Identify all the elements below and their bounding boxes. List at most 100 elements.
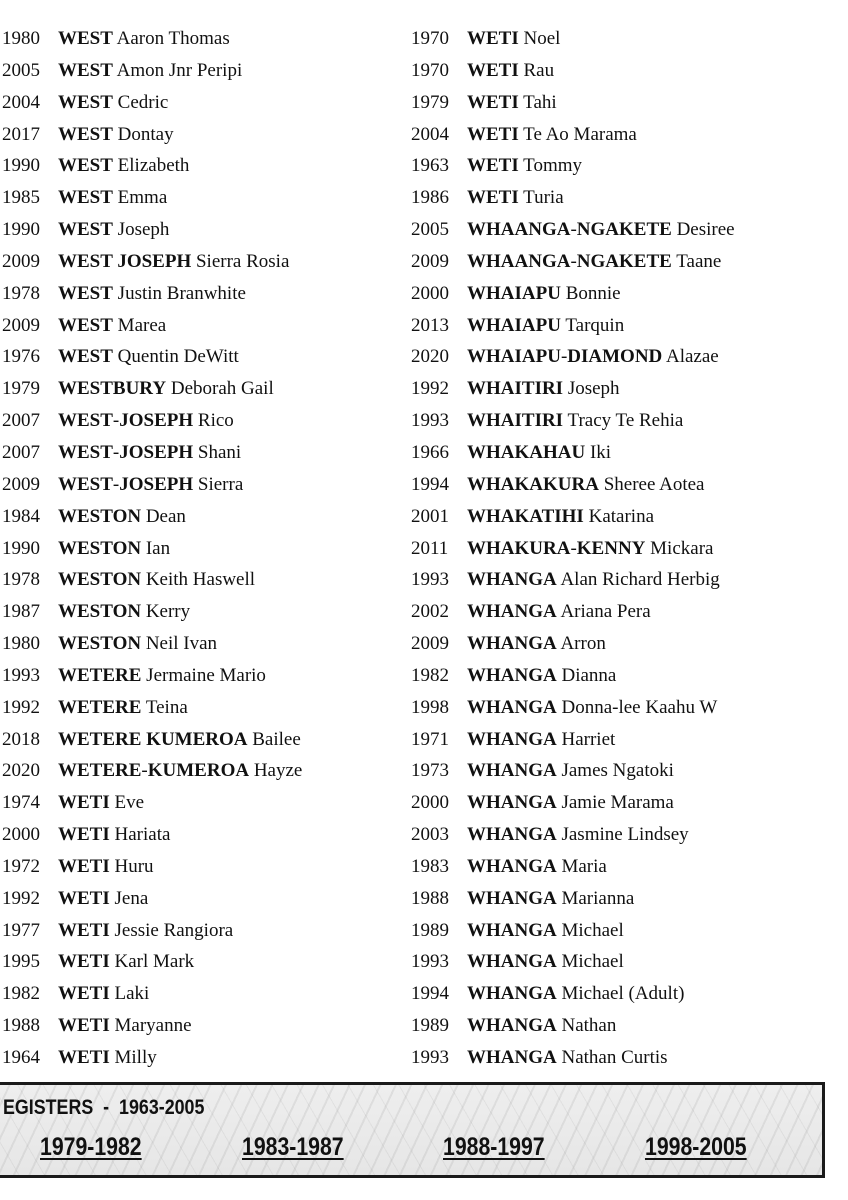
entry-surname: WHANGA xyxy=(467,887,557,909)
entry-year: 2011 xyxy=(411,537,449,559)
entry-name: WETERE-KUMEROA Hayze xyxy=(58,757,302,785)
entry-year: 1966 xyxy=(411,441,449,463)
entry-given-names: Katarina xyxy=(588,505,654,527)
entry-given-names: Iki xyxy=(589,441,612,463)
entry-surname: WHAITIRI xyxy=(467,378,564,400)
entry-surname: WHANGA xyxy=(467,919,557,941)
entry-year: 2005 xyxy=(2,59,40,81)
entry-name: WHAANGA-NGAKETE Desiree xyxy=(467,216,735,244)
entry-year: 1964 xyxy=(2,1047,40,1068)
entry-given-names: Sierra Rosia xyxy=(195,250,290,272)
entry-year: 1978 xyxy=(2,282,40,304)
entry-year: 1970 xyxy=(411,28,449,49)
entry-surname: WETI xyxy=(58,887,110,909)
entry-name: WHANGA Nathan Curtis xyxy=(467,1044,668,1072)
entry-name: WEST Dontay xyxy=(58,121,174,149)
entry-surname: WHANGA xyxy=(467,760,557,782)
entry-given-names: Noel xyxy=(523,28,561,49)
entry-surname: WHANGA xyxy=(467,664,557,686)
entry-given-names: Karl Mark xyxy=(114,951,195,973)
entry-name: WETI Eve xyxy=(58,789,144,817)
entry-surname: WHAIAPU xyxy=(467,282,561,304)
entry-name: WETI Huru xyxy=(58,853,154,881)
register-link-1988-1997[interactable]: 1988-1997 xyxy=(443,1133,545,1161)
entry-surname: WHAANGA-NGAKETE xyxy=(467,219,672,241)
entry-name: WETI Maryanne xyxy=(58,1012,192,1040)
entry-surname: WHANGA xyxy=(467,983,557,1005)
entry-surname: WETI xyxy=(467,59,519,81)
entry-year: 1972 xyxy=(2,855,40,877)
entry-name: WEST Justin Branwhite xyxy=(58,280,246,308)
entry-given-names: Jamie Marama xyxy=(561,792,674,814)
entry-year: 2009 xyxy=(2,314,40,336)
entry-given-names: Huru xyxy=(114,855,154,877)
entry-year: 1973 xyxy=(411,760,449,782)
entry-surname: WHANGA xyxy=(467,855,557,877)
entry-name: WHANGA Marianna xyxy=(467,885,634,913)
entry-name: WETI Te Ao Marama xyxy=(467,121,637,149)
entry-year: 2001 xyxy=(411,505,449,527)
entry-surname: WESTBURY xyxy=(58,378,167,400)
entry-name: WETI Rau xyxy=(467,57,554,85)
entry-given-names: Jena xyxy=(114,887,149,909)
entry-name: WESTON Neil Ivan xyxy=(58,630,217,658)
entry-name: WETERE Teina xyxy=(58,694,188,722)
entry-name: WHANGA Michael xyxy=(467,948,624,976)
entry-year: 2000 xyxy=(411,282,449,304)
entry-year: 1976 xyxy=(2,346,40,368)
entry-year: 2000 xyxy=(411,792,449,814)
entry-surname: WETI xyxy=(58,1015,110,1037)
entry-name: WHAIAPU Bonnie xyxy=(467,280,621,308)
entry-year: 1994 xyxy=(411,983,449,1005)
entry-year: 1995 xyxy=(2,951,40,973)
entry-name: WHANGA Alan Richard Herbig xyxy=(467,566,720,594)
entry-year: 1987 xyxy=(2,601,40,623)
entry-given-names: Marea xyxy=(117,314,167,336)
entry-name: WHANGA Ariana Pera xyxy=(467,598,651,626)
entry-name: WETI Tommy xyxy=(467,152,582,180)
entry-surname: WETI xyxy=(58,855,110,877)
entry-name: WETERE Jermaine Mario xyxy=(58,662,266,690)
entry-name: WETI Laki xyxy=(58,980,149,1008)
entry-surname: WHAIAPU xyxy=(467,314,561,336)
entry-name: WHANGA Harriet xyxy=(467,726,615,754)
entry-year: 2020 xyxy=(2,760,40,782)
entry-year: 1985 xyxy=(2,187,40,209)
entry-year: 1974 xyxy=(2,792,40,814)
entry-given-names: Rico xyxy=(197,410,234,432)
entry-given-names: Michael (Adult) xyxy=(561,983,685,1005)
entry-year: 1983 xyxy=(411,855,449,877)
entry-surname: WHAITIRI xyxy=(467,410,564,432)
entry-surname: WEST-JOSEPH xyxy=(58,441,194,463)
entry-surname: WEST xyxy=(58,282,113,304)
entry-name: WHANGA Dianna xyxy=(467,662,616,690)
entry-surname: WHAKATIHI xyxy=(467,505,584,527)
entry-surname: WEST-JOSEPH xyxy=(58,410,194,432)
entry-given-names: Joseph xyxy=(567,378,620,400)
entry-surname: WEST xyxy=(58,314,113,336)
entry-name: WHAIAPU-DIAMOND Alazae xyxy=(467,343,719,371)
entry-surname: WHANGA xyxy=(467,951,557,973)
entry-year: 2007 xyxy=(2,410,40,432)
entry-year: 1982 xyxy=(411,664,449,686)
entry-surname: WETI xyxy=(58,824,110,846)
entry-year: 2009 xyxy=(2,473,40,495)
entry-surname: WHAKURA-KENNY xyxy=(467,537,646,559)
register-link-1983-1987[interactable]: 1983-1987 xyxy=(242,1133,344,1161)
entry-year: 2017 xyxy=(2,123,40,145)
entry-given-names: Justin Branwhite xyxy=(117,282,246,304)
entry-name: WHAKATIHI Katarina xyxy=(467,503,654,531)
register-link-1998-2005[interactable]: 1998-2005 xyxy=(645,1133,747,1161)
entry-name: WETI Karl Mark xyxy=(58,948,194,976)
entry-given-names: Jessie Rangiora xyxy=(114,919,234,941)
entry-year: 2004 xyxy=(2,91,40,113)
entry-surname: WESTON xyxy=(58,633,142,655)
entry-year: 2009 xyxy=(411,633,449,655)
entry-given-names: Dontay xyxy=(117,123,174,145)
entry-name: WESTON Ian xyxy=(58,535,170,563)
entry-given-names: Nathan xyxy=(561,1015,617,1037)
entry-surname: WEST xyxy=(58,59,113,81)
entry-name: WEST Amon Jnr Peripi xyxy=(58,57,242,85)
entry-year: 2002 xyxy=(411,601,449,623)
register-link-1979-1982[interactable]: 1979-1982 xyxy=(40,1133,142,1161)
